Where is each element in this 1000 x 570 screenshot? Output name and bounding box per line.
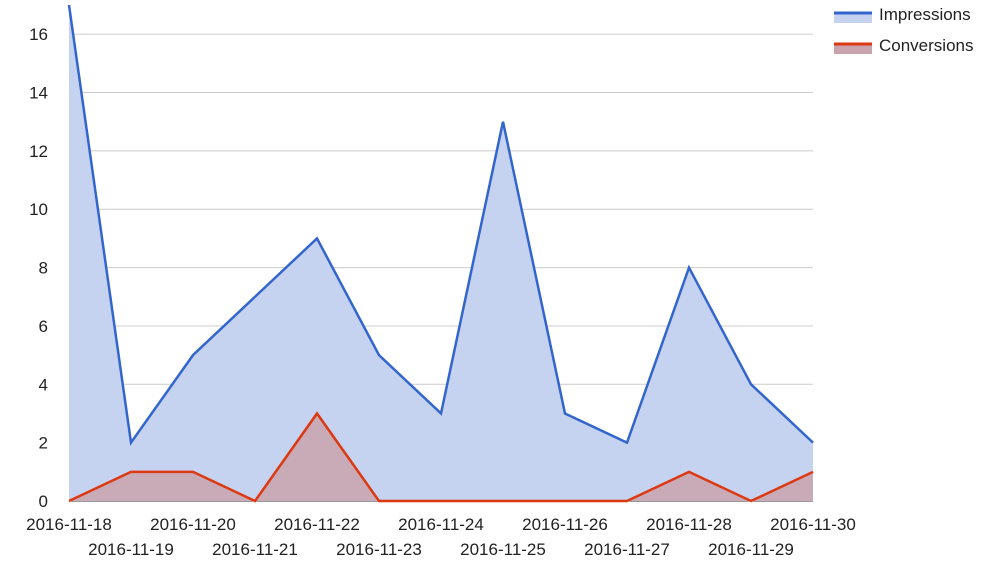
x-tick-label: 2016-11-23 bbox=[336, 540, 422, 559]
x-tick-label: 2016-11-22 bbox=[274, 515, 360, 534]
legend-item-impressions[interactable]: Impressions bbox=[834, 5, 971, 24]
x-tick-label: 2016-11-26 bbox=[522, 515, 608, 534]
y-tick-label: 14 bbox=[29, 84, 48, 103]
y-tick-label: 2 bbox=[39, 434, 48, 453]
legend-label-impressions: Impressions bbox=[879, 5, 971, 24]
series-areas bbox=[69, 5, 813, 501]
y-tick-label: 6 bbox=[39, 317, 48, 336]
y-tick-label: 12 bbox=[29, 142, 48, 161]
impressions-area bbox=[69, 5, 813, 501]
legend-label-conversions: Conversions bbox=[879, 36, 974, 55]
x-tick-label: 2016-11-19 bbox=[88, 540, 174, 559]
x-tick-label: 2016-11-18 bbox=[26, 515, 112, 534]
y-tick-label: 8 bbox=[39, 259, 48, 278]
x-tick-label: 2016-11-25 bbox=[460, 540, 546, 559]
y-tick-label: 10 bbox=[29, 200, 48, 219]
x-tick-label: 2016-11-27 bbox=[584, 540, 670, 559]
x-tick-label: 2016-11-21 bbox=[212, 540, 298, 559]
x-tick-label: 2016-11-24 bbox=[398, 515, 484, 534]
y-tick-label: 16 bbox=[29, 25, 48, 44]
x-tick-label: 2016-11-30 bbox=[770, 515, 856, 534]
x-tick-label: 2016-11-28 bbox=[646, 515, 732, 534]
x-tick-label: 2016-11-29 bbox=[708, 540, 794, 559]
x-axis-tick-labels: 2016-11-18 2016-11-19 2016-11-20 2016-11-21… bbox=[26, 515, 856, 559]
x-tick-label: 2016-11-20 bbox=[150, 515, 236, 534]
y-axis-tick-labels: 0 2 4 6 8 10 12 14 16 bbox=[29, 25, 48, 511]
legend[interactable]: Impressions Conversions bbox=[834, 5, 974, 55]
y-tick-label: 0 bbox=[39, 492, 48, 511]
y-tick-label: 4 bbox=[39, 375, 48, 394]
legend-item-conversions[interactable]: Conversions bbox=[834, 36, 974, 55]
